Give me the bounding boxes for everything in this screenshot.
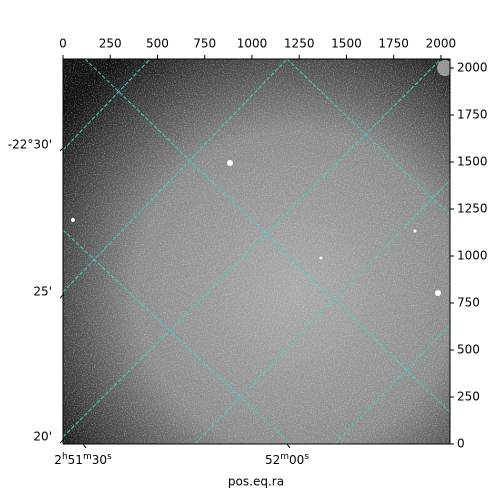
x-tick-label: 500 [146,37,169,51]
x-tick-label: 0 [59,37,67,51]
dec-tick [59,293,65,299]
dec-line [334,324,450,444]
x-axis-label: pos.eq.ra [228,475,284,489]
dec-tick-label: 20' [33,430,52,444]
x-tick-label: 250 [99,37,122,51]
dec-line [63,59,151,151]
y-tick-label: 1500 [457,155,488,169]
ra-line [84,59,450,413]
dec-tick [59,146,65,152]
x-tick-label: 1250 [284,37,315,51]
frame [62,58,451,445]
ra-tick-label: 2h51m30s [54,452,112,467]
coordinate-grid [63,59,450,444]
dec-line [194,179,450,444]
dec-tick-label: 25' [33,285,52,299]
y-tick-label: 2000 [457,61,488,75]
y-tick-label: 750 [457,296,480,310]
x-tick-label: 2000 [426,37,457,51]
y-tick-label: 1750 [457,108,488,122]
ra-line [63,229,291,444]
ra-tick [286,443,291,449]
dec-line [63,59,442,438]
y-tick-label: 500 [457,343,480,357]
x-tick-label: 1000 [237,37,268,51]
sky-image [63,59,453,444]
y-tick-label: 1250 [457,202,488,216]
x-tick-label: 1750 [378,37,409,51]
x-tick-label: 750 [193,37,216,51]
dec-tick [59,438,65,444]
ra-line [286,59,450,216]
dec-tick-label: -22°30' [8,138,52,152]
x-tick-label: 1500 [331,37,362,51]
ra-tick [82,443,87,449]
ra-tick-label: 52m00s [265,452,309,467]
y-tick-label: 0 [457,437,465,451]
y-tick-label: 1000 [457,249,488,263]
y-tick-label: 250 [457,390,480,404]
